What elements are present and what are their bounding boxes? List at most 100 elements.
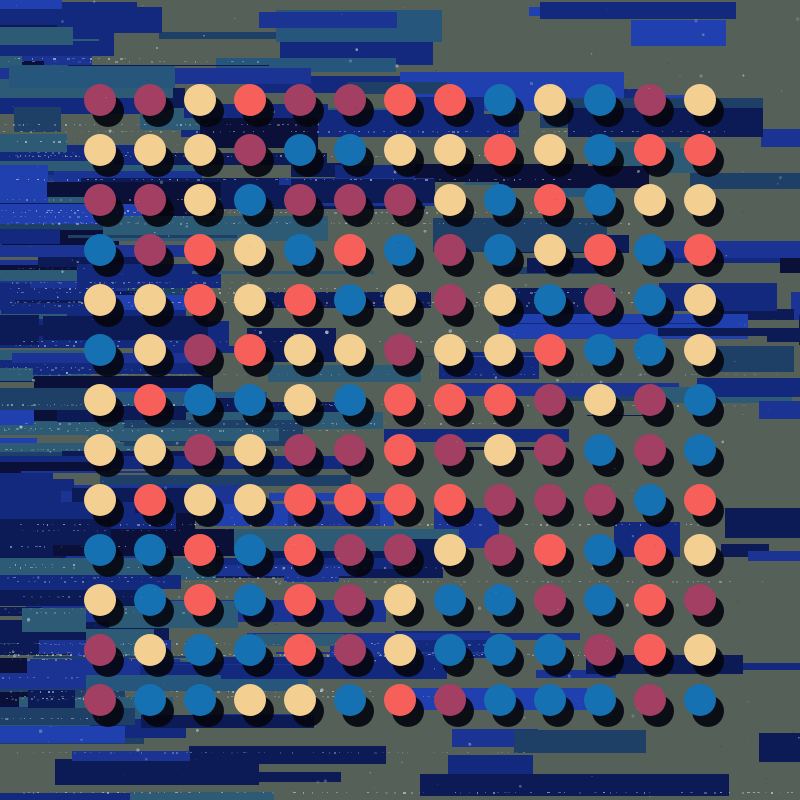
grid-dot-maroon: [634, 84, 666, 116]
grid-dot-blue: [434, 634, 466, 666]
grid-dot-tan: [684, 634, 716, 666]
grid-dot-tan: [684, 84, 716, 116]
grid-dot-maroon: [484, 534, 516, 566]
grid-dot-red: [284, 284, 316, 316]
grid-dot-blue: [584, 184, 616, 216]
grid-dot-tan: [484, 284, 516, 316]
grid-dot-maroon: [284, 84, 316, 116]
grid-dot-blue: [534, 284, 566, 316]
grid-dot-maroon: [84, 634, 116, 666]
grid-dot-red: [384, 684, 416, 716]
grid-dot-maroon: [634, 434, 666, 466]
grid-dot-blue: [584, 334, 616, 366]
grid-dot-tan: [234, 684, 266, 716]
grid-dot-tan: [134, 334, 166, 366]
grid-dot-maroon: [534, 584, 566, 616]
grid-dot-blue: [84, 334, 116, 366]
grid-dot-blue: [584, 584, 616, 616]
grid-dot-maroon: [234, 134, 266, 166]
grid-dot-blue: [334, 134, 366, 166]
grid-dot-red: [634, 634, 666, 666]
grid-dot-blue: [434, 584, 466, 616]
grid-dot-blue: [234, 634, 266, 666]
grid-dot-blue: [684, 434, 716, 466]
grid-dot-maroon: [634, 384, 666, 416]
grid-dot-blue: [134, 684, 166, 716]
grid-dot-tan: [384, 584, 416, 616]
grid-dot-blue: [184, 384, 216, 416]
grid-dot-tan: [234, 484, 266, 516]
grid-dot-maroon: [84, 84, 116, 116]
grid-dot-red: [184, 234, 216, 266]
grid-dot-blue: [584, 684, 616, 716]
grid-dot-maroon: [434, 434, 466, 466]
grid-dot-blue: [234, 384, 266, 416]
grid-dot-blue: [84, 234, 116, 266]
grid-dot-maroon: [584, 634, 616, 666]
grid-dot-tan: [84, 384, 116, 416]
grid-dot-blue: [84, 534, 116, 566]
grid-dot-maroon: [684, 584, 716, 616]
grid-dot-red: [334, 234, 366, 266]
grid-dot-red: [234, 334, 266, 366]
grid-dot-maroon: [434, 684, 466, 716]
grid-dot-red: [634, 534, 666, 566]
grid-dot-tan: [334, 334, 366, 366]
grid-dot-red: [434, 384, 466, 416]
grain-layer: [1, 5, 794, 797]
grid-dot-blue: [634, 484, 666, 516]
grid-dot-blue: [384, 234, 416, 266]
grid-dot-maroon: [134, 84, 166, 116]
grid-dot-blue: [534, 684, 566, 716]
grid-dot-blue: [484, 184, 516, 216]
grid-dot-tan: [534, 234, 566, 266]
grid-dot-blue: [334, 384, 366, 416]
grid-dot-maroon: [384, 184, 416, 216]
grid-dot-blue: [234, 184, 266, 216]
grid-dot-maroon: [84, 684, 116, 716]
grid-dot-blue: [184, 684, 216, 716]
grid-dot-blue: [484, 634, 516, 666]
grid-dot-maroon: [334, 584, 366, 616]
grid-dot-tan: [184, 84, 216, 116]
grid-dot-tan: [134, 134, 166, 166]
grid-dot-maroon: [584, 484, 616, 516]
grid-dot-red: [134, 484, 166, 516]
grid-dot-blue: [584, 84, 616, 116]
grid-dot-red: [184, 534, 216, 566]
grid-dot-tan: [434, 334, 466, 366]
grid-dot-maroon: [184, 434, 216, 466]
dot-grid-layer: [84, 84, 724, 727]
grid-dot-red: [284, 534, 316, 566]
grid-dot-maroon: [434, 234, 466, 266]
grid-dot-red: [684, 484, 716, 516]
grid-dot-maroon: [534, 484, 566, 516]
grid-dot-red: [684, 134, 716, 166]
grid-dot-maroon: [334, 84, 366, 116]
grid-dot-red: [384, 384, 416, 416]
grid-dot-red: [284, 634, 316, 666]
grid-dot-red: [284, 484, 316, 516]
grid-dot-maroon: [484, 484, 516, 516]
grid-dot-maroon: [434, 284, 466, 316]
grid-dot-red: [534, 184, 566, 216]
grid-dot-red: [534, 534, 566, 566]
grid-dot-blue: [584, 434, 616, 466]
grid-dot-red: [334, 484, 366, 516]
grid-dot-tan: [184, 134, 216, 166]
grid-dot-red: [684, 234, 716, 266]
grid-dot-red: [284, 584, 316, 616]
grid-dot-red: [634, 134, 666, 166]
grid-dot-tan: [184, 184, 216, 216]
grid-dot-blue: [134, 534, 166, 566]
grid-dot-red: [634, 584, 666, 616]
grid-dot-tan: [234, 284, 266, 316]
grid-dot-blue: [684, 684, 716, 716]
grid-dot-red: [184, 584, 216, 616]
grid-dot-blue: [634, 234, 666, 266]
grid-dot-tan: [184, 484, 216, 516]
grid-dot-tan: [284, 384, 316, 416]
grid-dot-tan: [534, 84, 566, 116]
grid-dot-red: [484, 384, 516, 416]
grid-dot-tan: [284, 684, 316, 716]
